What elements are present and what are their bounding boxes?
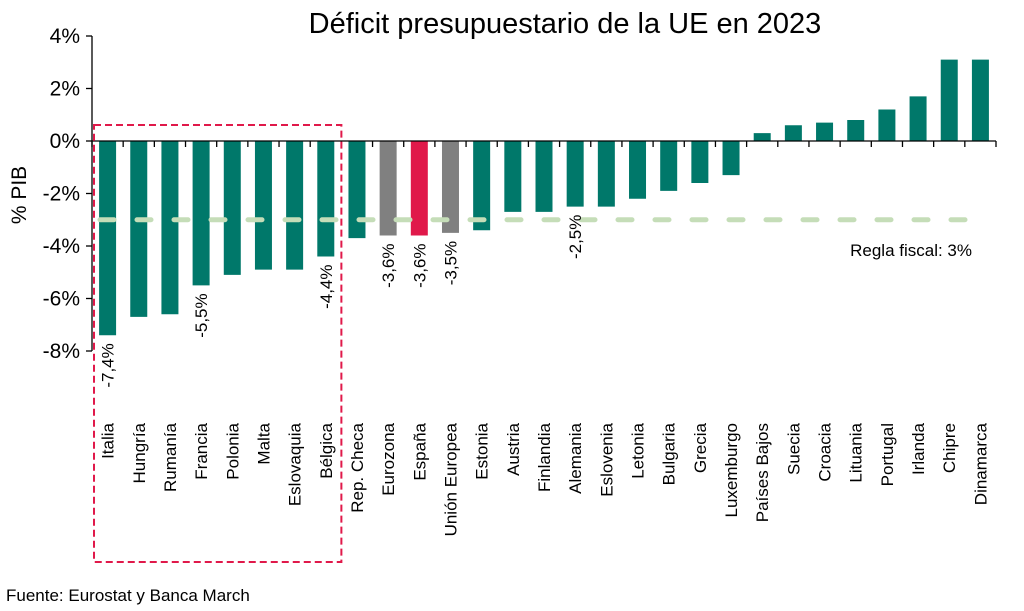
bar — [99, 141, 117, 336]
y-tick-label: 4% — [50, 25, 80, 48]
x-tick-label: Bulgaria — [660, 422, 679, 485]
x-tick-label: Eurozona — [379, 422, 398, 495]
x-tick-label: Grecia — [691, 422, 710, 473]
x-tick-label: Unión Europea — [441, 422, 460, 536]
x-tick-label: Estonia — [473, 422, 492, 479]
bar — [379, 141, 397, 236]
bar — [753, 133, 771, 141]
reference-line-label: Regla fiscal: 3% — [850, 241, 972, 260]
data-label: -7,4% — [99, 343, 118, 387]
bar — [317, 141, 335, 257]
x-axis-labels: Italia Hungría Rumanía Francia Polonia Malta E… — [99, 422, 991, 536]
bar — [660, 141, 678, 191]
chart-title: Déficit presupuestario de la UE en 2023 — [309, 8, 822, 40]
x-tick-label: Irlanda — [909, 422, 928, 475]
x-tick-label: Rep. Checa — [348, 422, 367, 512]
bar — [130, 141, 148, 317]
x-tick-label: Francia — [192, 422, 211, 479]
x-tick-label: Rumanía — [161, 422, 180, 492]
bar — [192, 141, 210, 286]
x-tick-label: Malta — [254, 422, 273, 464]
bar — [847, 120, 865, 141]
bar — [535, 141, 553, 212]
bar — [597, 141, 615, 207]
y-tick-label: -6% — [43, 288, 80, 311]
bar — [410, 141, 428, 236]
bar — [286, 141, 304, 270]
bar — [161, 141, 179, 315]
x-tick-label: Suecia — [784, 422, 803, 475]
bar — [878, 109, 896, 141]
x-tick-label: Austria — [504, 422, 523, 475]
x-tick-label: España — [410, 422, 429, 480]
x-tick-label: Lituania — [847, 422, 866, 482]
x-tick-label: Bélgica — [317, 422, 336, 478]
bar — [722, 141, 740, 176]
bar — [473, 141, 491, 231]
x-tick-label: Italia — [99, 422, 118, 458]
source-note: Fuente: Eurostat y Banca March — [6, 586, 250, 605]
bar — [691, 141, 709, 183]
x-axis — [91, 140, 997, 147]
x-tick-label: Eslovenia — [597, 422, 616, 496]
data-label: -3,5% — [441, 241, 460, 285]
bar — [348, 141, 366, 239]
x-tick-label: Chipre — [940, 423, 959, 473]
x-tick-label: Finlandia — [535, 422, 554, 492]
x-tick-label: Dinamarca — [971, 422, 990, 505]
x-tick-label: Alemania — [566, 422, 585, 493]
data-label: -3,6% — [379, 244, 398, 288]
bar — [441, 141, 459, 233]
x-tick-label: Portugal — [878, 423, 897, 486]
y-tick-label: -2% — [43, 183, 80, 206]
y-tick-label: 0% — [50, 130, 80, 153]
data-label: -5,5% — [192, 293, 211, 337]
x-tick-label: Luxemburgo — [722, 423, 741, 518]
data-label: -2,5% — [566, 215, 585, 259]
highlight-box-rect — [93, 124, 343, 563]
data-label: -3,6% — [410, 244, 429, 288]
highlight-box — [93, 124, 343, 563]
x-tick-label: Letonia — [629, 422, 648, 478]
bar — [909, 96, 927, 141]
bar — [784, 125, 802, 141]
y-tick-label: 2% — [50, 78, 80, 101]
bars — [99, 59, 989, 336]
bar — [566, 141, 584, 207]
bar — [940, 59, 958, 141]
bar — [816, 122, 834, 141]
x-tick-label: Países Bajos — [753, 423, 772, 522]
data-labels: -7,4% -5,5% -4,4% -3,6% -3,6% -3,5% -2,5% — [99, 215, 586, 388]
x-tick-label: Eslovaquia — [286, 422, 305, 506]
bar — [504, 141, 522, 212]
y-axis-label: % PIB — [8, 166, 31, 224]
bar — [629, 141, 647, 199]
bar — [254, 141, 272, 270]
y-axis: 4% 2% 0% -2% -4% -6% -8% — [43, 25, 93, 363]
bar — [971, 59, 989, 141]
bar — [223, 141, 241, 275]
x-tick-label: Croacia — [816, 422, 835, 481]
y-tick-label: -4% — [43, 235, 80, 258]
x-tick-label: Hungría — [130, 422, 149, 483]
data-label: -4,4% — [317, 265, 336, 309]
x-tick-label: Polonia — [223, 422, 242, 479]
y-tick-label: -8% — [43, 340, 80, 363]
